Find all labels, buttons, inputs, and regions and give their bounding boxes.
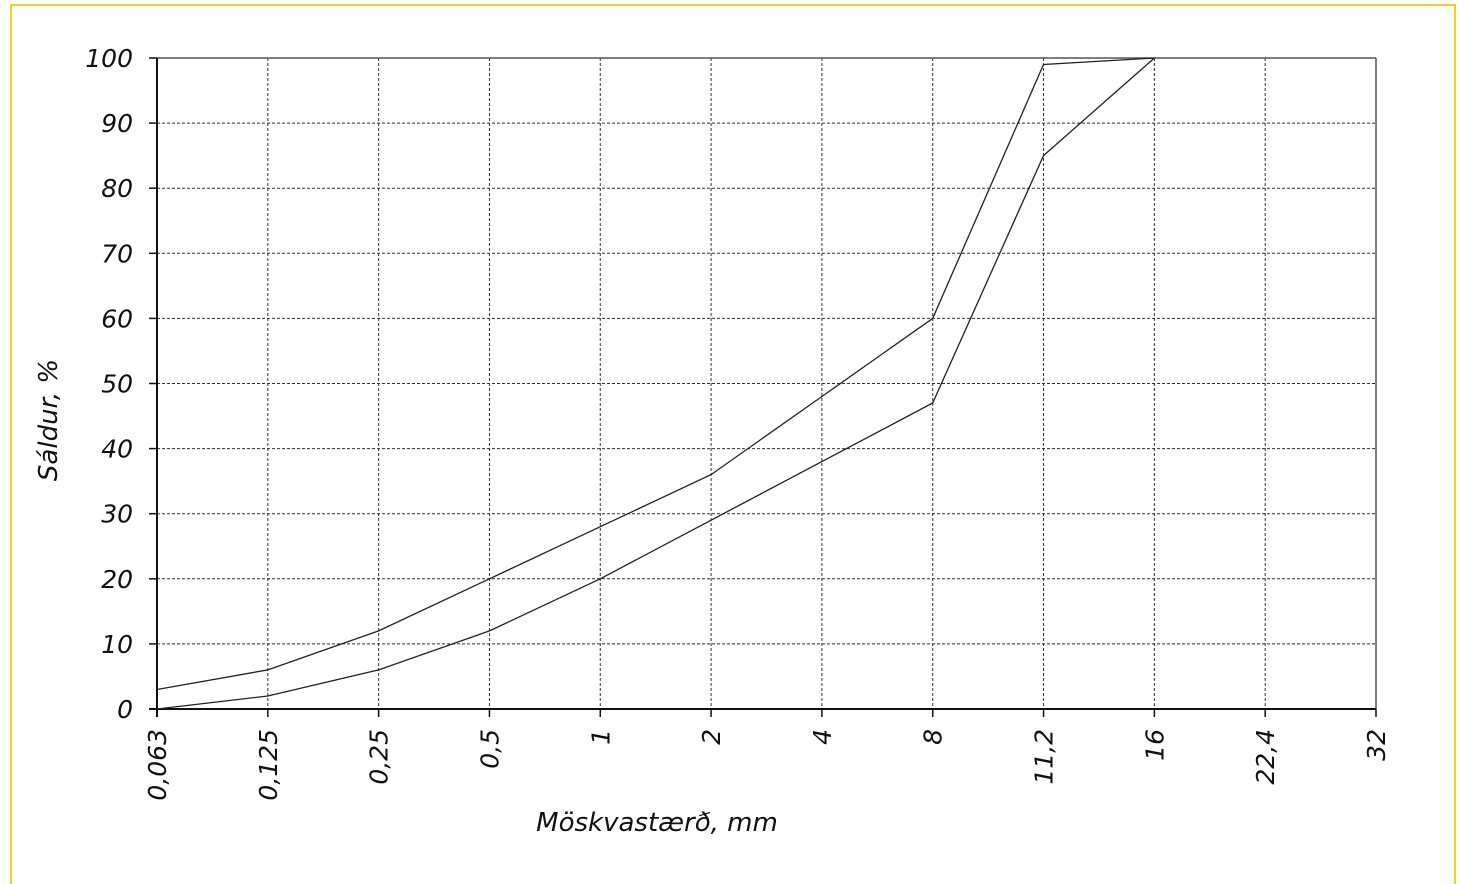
y-tick-labels: 0 10 20 30 40 50 60 70 80 90 100	[85, 44, 133, 724]
x-tick-label: 0,125	[254, 729, 283, 801]
grid	[157, 58, 1376, 709]
x-axis-title: Möskvastærð, mm	[536, 808, 778, 838]
x-tick-label: 2	[697, 729, 726, 745]
x-tick-label: 11,2	[1030, 729, 1059, 785]
series	[156, 57, 1155, 710]
lower-limit-curve	[156, 57, 1155, 710]
y-tick-label: 40	[101, 435, 133, 464]
axes	[149, 57, 1377, 717]
y-tick-label: 80	[101, 174, 133, 203]
x-tick-label: 8	[919, 729, 948, 745]
y-tick-label: 50	[101, 370, 133, 399]
y-tick-label: 100	[85, 44, 133, 73]
y-tick-label: 70	[101, 239, 133, 268]
y-tick-label: 90	[101, 109, 133, 138]
x-tick-label: 1	[586, 729, 615, 745]
x-tick-label: 0,5	[475, 729, 504, 769]
y-axis-title: Sáldur, %	[34, 359, 64, 481]
y-tick-label: 30	[101, 500, 133, 529]
x-tick-label: 0,25	[365, 729, 394, 785]
x-tick-label: 22,4	[1251, 729, 1280, 785]
x-tick-label: 0,063	[143, 729, 172, 801]
y-tick-label: 0	[117, 695, 133, 724]
x-tick-labels: 0,063 0,125 0,25 0,5 1 2 4 8 11,2 16 22,4 32	[143, 729, 1391, 801]
y-tick-label: 10	[101, 630, 133, 659]
y-tick-label: 20	[101, 565, 133, 594]
x-tick-label: 16	[1140, 729, 1169, 761]
upper-limit-curve	[156, 57, 1155, 691]
x-tick-label: 32	[1362, 729, 1391, 761]
x-tick-label: 4	[808, 729, 837, 745]
chart-frame	[10, 4, 1456, 884]
y-tick-label: 60	[101, 304, 133, 333]
